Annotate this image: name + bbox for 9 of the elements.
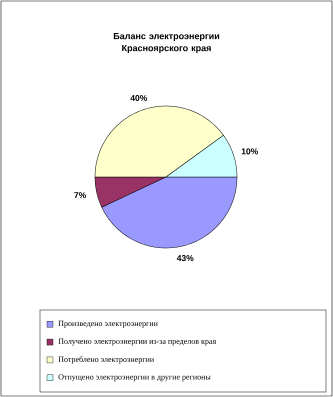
- legend-label: Отпущено электроэнергии в другие регионы: [58, 374, 211, 382]
- data-label: 10%: [242, 148, 258, 154]
- chart-title: Баланс электроэнергии Красноярского края: [114, 32, 220, 54]
- data-label: 40%: [130, 94, 148, 101]
- legend-label: Потреблено электроэнергии: [58, 356, 154, 364]
- legend-label: Получено электроэнергии из-за пределов края: [58, 338, 216, 346]
- data-label: 7%: [74, 192, 86, 198]
- legend-label: Произведено электроэнергии: [58, 320, 158, 328]
- data-label: 43%: [176, 255, 194, 262]
